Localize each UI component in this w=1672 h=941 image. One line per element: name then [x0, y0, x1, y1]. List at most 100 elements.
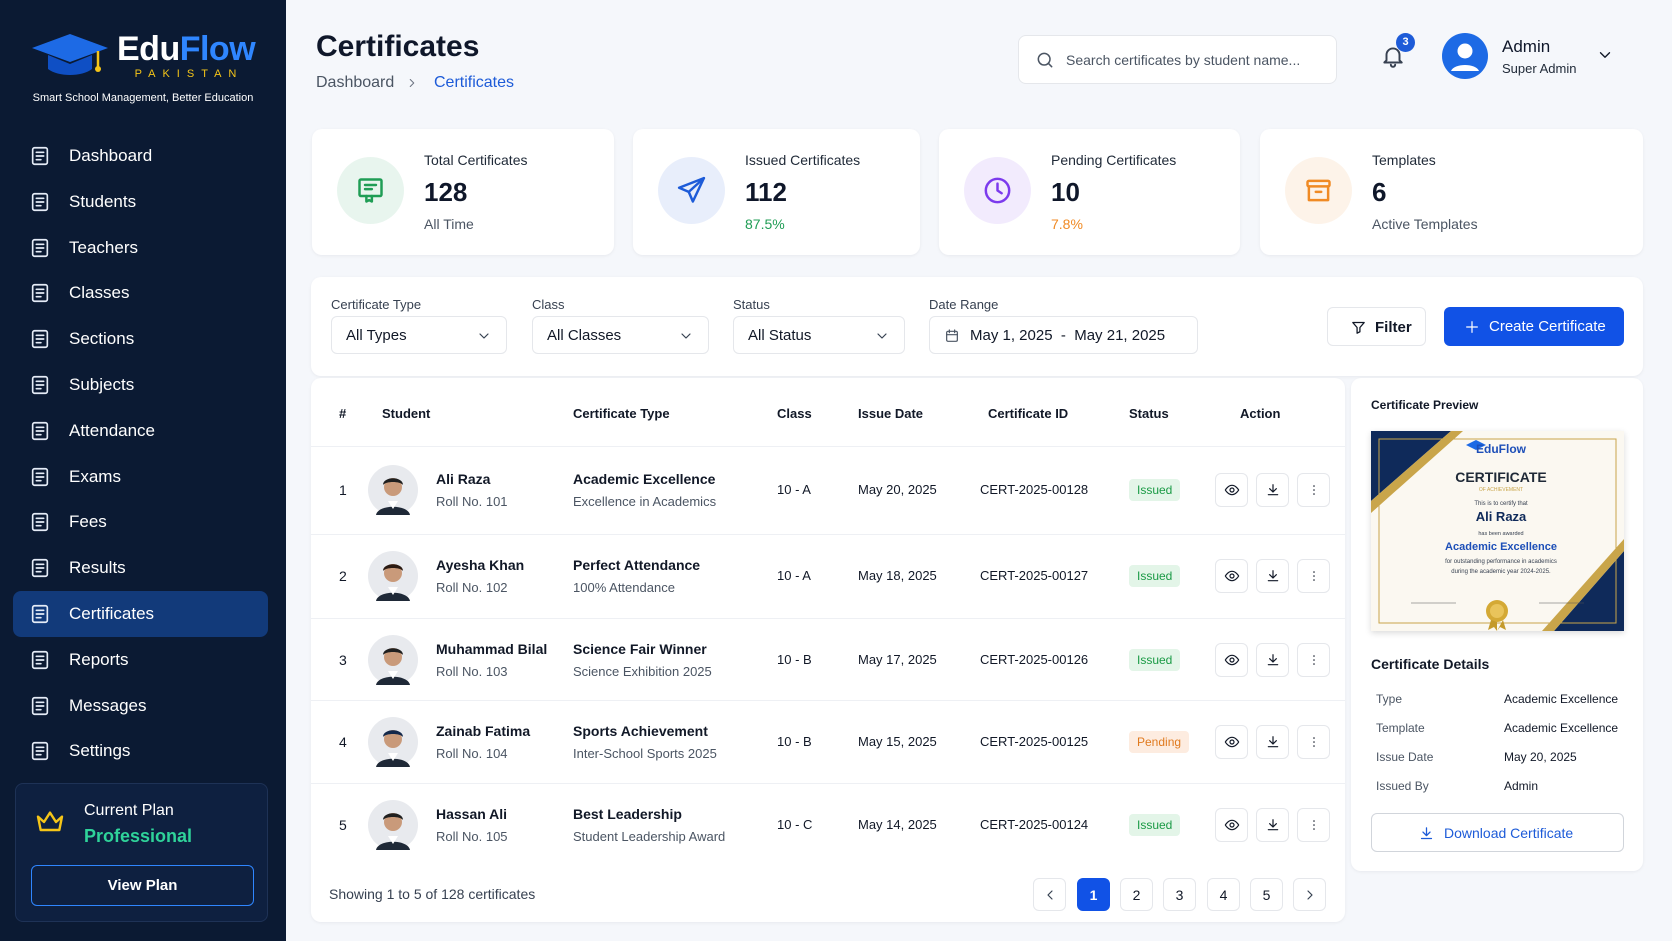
more-button[interactable] [1297, 725, 1330, 759]
next-page[interactable] [1293, 878, 1326, 911]
brand-tagline: Smart School Management, Better Educatio… [32, 92, 254, 104]
nav-label: Fees [69, 512, 107, 532]
action-icon [1313, 655, 1315, 665]
icon-shape [31, 192, 49, 211]
more-button[interactable] [1297, 808, 1330, 842]
view-button[interactable] [1215, 473, 1248, 507]
stat-card: Templates 6 Active Templates [1260, 129, 1643, 255]
page-button[interactable]: 2 [1120, 878, 1153, 911]
view-plan-button[interactable]: View Plan [31, 865, 254, 906]
filter-button[interactable]: Filter [1327, 307, 1426, 346]
student-roll: Roll No. 102 [436, 580, 508, 595]
download-button[interactable] [1256, 725, 1289, 759]
view-button[interactable] [1215, 559, 1248, 593]
nav-icon [31, 696, 49, 715]
filter-select[interactable]: All Classes [532, 316, 709, 354]
row-divider [311, 534, 1345, 535]
student-roll: Roll No. 105 [436, 829, 508, 844]
nav-item[interactable]: Exams [13, 454, 268, 500]
page-button[interactable]: 1 [1077, 878, 1110, 911]
nav-item[interactable]: Results [13, 545, 268, 591]
certificate-type: Best Leadership [573, 806, 682, 822]
prev-page[interactable] [1033, 878, 1066, 911]
search-box[interactable]: Search certificates by student name... [1018, 35, 1337, 84]
nav-item[interactable]: Fees [13, 499, 268, 545]
stat-card: Pending Certificates 10 7.8% [939, 129, 1240, 255]
icon-shape [35, 288, 45, 298]
nav-item[interactable]: Reports [13, 637, 268, 683]
stat-label: Total Certificates [424, 152, 528, 168]
download-certificate-button[interactable]: Download Certificate [1371, 813, 1624, 852]
create-certificate-button[interactable]: Create Certificate [1444, 307, 1624, 346]
stat-value: 128 [424, 177, 468, 207]
filter-select[interactable]: All Types [331, 316, 507, 354]
nav-item[interactable]: Sections [13, 316, 268, 362]
download-button[interactable] [1256, 473, 1289, 507]
view-button[interactable] [1215, 808, 1248, 842]
more-button[interactable] [1297, 473, 1330, 507]
download-button[interactable] [1256, 808, 1289, 842]
stat-note: Active Templates [1372, 216, 1478, 232]
nav-item[interactable]: Students [13, 179, 268, 225]
view-button[interactable] [1215, 725, 1248, 759]
icon-shape [31, 146, 49, 166]
certificate-type-sub: Excellence in Academics [573, 494, 717, 509]
breadcrumb-item[interactable]: Dashboard [316, 74, 395, 91]
view-button[interactable] [1215, 643, 1248, 677]
row-divider [311, 700, 1345, 701]
page-button[interactable]: 4 [1207, 878, 1240, 911]
icon-shape [35, 563, 45, 573]
filter-select[interactable]: All Status [733, 316, 905, 354]
nav-item[interactable]: Certificates [13, 591, 268, 637]
icon-shape [1420, 827, 1433, 840]
nav-label: Classes [69, 283, 130, 303]
icon-shape [1047, 62, 1053, 68]
certificate-awarded: has been awarded [1478, 531, 1523, 537]
icon-shape [1267, 570, 1279, 582]
nav-item[interactable]: Teachers [13, 225, 268, 271]
row-number: 4 [339, 734, 347, 750]
more-button[interactable] [1297, 559, 1330, 593]
action-icon [1267, 654, 1279, 666]
action-icon [1267, 570, 1279, 582]
icon-shape [35, 380, 45, 390]
stat-icon [984, 177, 1011, 204]
icon-shape [384, 813, 402, 831]
status-badge: Issued [1129, 649, 1181, 671]
icon-shape [681, 333, 691, 339]
filter-button-label: Filter [1375, 319, 1412, 336]
table-panel: # Student Certificate Type Class Issue Date C… [311, 378, 1345, 922]
nav-item[interactable]: Messages [13, 683, 268, 729]
column-header: Student [382, 406, 431, 421]
search-placeholder: Search certificates by student name... [1066, 52, 1301, 68]
nav-item[interactable]: Attendance [13, 408, 268, 454]
nav-item[interactable]: Dashboard [13, 133, 268, 179]
nav-icon [31, 421, 49, 440]
icon-shape [687, 176, 706, 194]
page-button[interactable]: 5 [1250, 878, 1283, 911]
page-button[interactable]: 3 [1163, 878, 1196, 911]
nav-label: Sections [69, 329, 135, 349]
student-roll: Roll No. 103 [436, 664, 508, 679]
download-button[interactable] [1256, 643, 1289, 677]
action-icon [1267, 819, 1279, 831]
icon-shape [388, 753, 398, 761]
filter-label: Date Range [929, 297, 999, 312]
filter-select[interactable]: May 1, 2025 - May 21, 2025 [929, 316, 1198, 354]
nav-item[interactable]: Classes [13, 270, 268, 316]
page-number: 1 [1089, 886, 1098, 903]
action-icon [1267, 736, 1279, 748]
nav-item[interactable]: Subjects [13, 362, 268, 408]
more-button[interactable] [1297, 643, 1330, 677]
icon-shape [1313, 485, 1315, 487]
icon-shape [1466, 440, 1486, 450]
filter-panel: Certificate Type All Types Class All Classe… [311, 277, 1643, 376]
icon-shape [383, 564, 403, 571]
icon-shape [409, 78, 415, 88]
stat-icon [677, 176, 706, 203]
stat-label: Pending Certificates [1051, 152, 1177, 168]
header-divider [311, 446, 1345, 447]
table-footer: Showing 1 to 5 of 128 certificates [329, 886, 536, 902]
download-button[interactable] [1256, 559, 1289, 593]
nav-item[interactable]: Settings [13, 728, 268, 774]
